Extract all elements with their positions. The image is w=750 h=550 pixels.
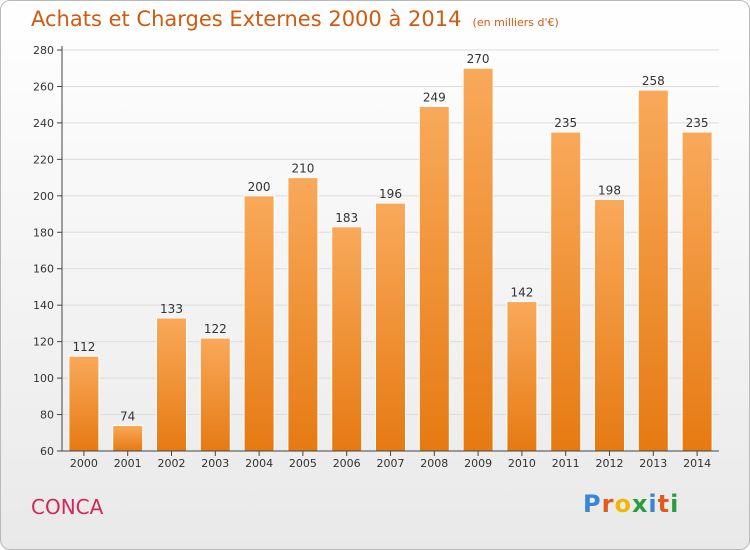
- x-tick-label: 2003: [201, 457, 229, 470]
- bar: [243, 195, 275, 452]
- bar: [550, 131, 582, 452]
- data-label: 235: [554, 116, 577, 130]
- logo-letter: x: [631, 490, 649, 518]
- bar: [594, 198, 625, 452]
- data-label: 270: [467, 52, 490, 66]
- title-row: Achats et Charges Externes 2000 à 2014 (…: [31, 7, 559, 31]
- x-tick-label: 2014: [683, 457, 711, 470]
- logo-letter: P: [583, 490, 602, 518]
- bar: [375, 202, 406, 452]
- data-label: 112: [72, 340, 95, 354]
- bar: [462, 67, 494, 452]
- x-tick-label: 2011: [552, 457, 580, 470]
- x-tick-label: 2000: [70, 457, 98, 470]
- y-tick-label: 60: [40, 445, 54, 458]
- y-tick-label: 120: [33, 336, 54, 349]
- x-tick-label: 2013: [639, 457, 667, 470]
- logo-letter: o: [614, 490, 632, 518]
- x-tick-label: 2004: [245, 457, 273, 470]
- data-label: 200: [248, 180, 271, 194]
- y-tick-label: 200: [33, 190, 54, 203]
- y-tick-label: 100: [33, 372, 54, 385]
- commune-name: CONCA: [31, 495, 104, 519]
- bar: [506, 301, 538, 452]
- y-tick-label: 240: [33, 117, 54, 130]
- x-tick-label: 2007: [377, 457, 405, 470]
- data-label: 198: [598, 183, 621, 197]
- x-tick-label: 2012: [596, 457, 624, 470]
- bar: [681, 131, 713, 452]
- logo-letter: i: [670, 490, 680, 518]
- data-label: 133: [160, 302, 183, 316]
- data-label: 258: [642, 74, 665, 88]
- axes: [57, 46, 719, 456]
- logo-letter: t: [657, 490, 671, 518]
- x-tick-label: 2002: [158, 457, 186, 470]
- bar: [156, 317, 187, 452]
- bar: [637, 89, 669, 452]
- y-tick-label: 140: [33, 299, 54, 312]
- data-label: 183: [335, 211, 358, 225]
- chart-subtitle: (en milliers d'€): [472, 16, 559, 29]
- x-tick-label: 2010: [508, 457, 536, 470]
- data-label: 235: [686, 116, 709, 130]
- bar: [112, 424, 144, 452]
- bar: [68, 355, 100, 452]
- x-tick-label: 2005: [289, 457, 317, 470]
- x-tick-label: 2009: [464, 457, 492, 470]
- data-label: 142: [510, 286, 533, 300]
- y-tick-label: 160: [33, 263, 54, 276]
- labels: 60 80 100 120 140 160 180 200 220 240 260 280 112 200…: [33, 44, 711, 470]
- data-label: 196: [379, 187, 402, 201]
- y-tick-label: 180: [33, 226, 54, 239]
- logo-letter: r: [601, 490, 615, 518]
- data-label: 74: [120, 409, 135, 423]
- x-tick-label: 2001: [114, 457, 142, 470]
- logo-letter: i: [648, 490, 658, 518]
- y-tick-label: 220: [33, 153, 54, 166]
- bar: [287, 177, 319, 452]
- y-tick-label: 260: [33, 80, 54, 93]
- y-tick-label: 80: [40, 409, 54, 422]
- data-label: 210: [291, 162, 314, 176]
- proxiti-logo: Proxiti: [583, 490, 679, 518]
- bar: [331, 226, 363, 452]
- x-tick-label: 2008: [420, 457, 448, 470]
- data-label: 249: [423, 91, 446, 105]
- bar: [418, 106, 450, 452]
- bar: [199, 337, 231, 452]
- bars: [68, 67, 713, 452]
- y-tick-label: 280: [33, 44, 54, 57]
- data-label: 122: [204, 322, 227, 336]
- x-tick-label: 2006: [333, 457, 361, 470]
- chart-title: Achats et Charges Externes 2000 à 2014: [31, 7, 462, 31]
